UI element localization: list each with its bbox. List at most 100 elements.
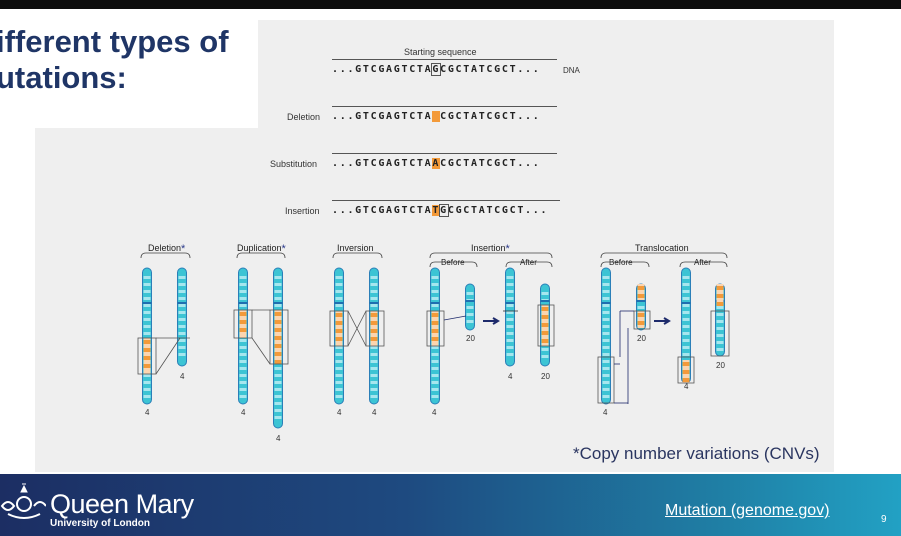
chromosome-band xyxy=(682,311,690,314)
chromosome-band xyxy=(274,388,282,391)
arrow-icon xyxy=(654,317,671,325)
chromosome-band xyxy=(178,297,186,300)
chromosome-band xyxy=(370,367,378,370)
chromosome-band xyxy=(335,346,343,349)
highlight-box xyxy=(137,337,157,375)
altered-band xyxy=(541,331,549,335)
chromosome-band xyxy=(682,346,690,349)
sequence-rule xyxy=(332,153,557,154)
chromosome-band xyxy=(274,416,282,419)
seq-inserted-base: T xyxy=(432,205,441,216)
chromosome-band xyxy=(716,306,724,309)
chromosome-band xyxy=(602,304,610,307)
group-title-insertion: Insertion* xyxy=(471,243,510,255)
chromosome-band xyxy=(602,339,610,342)
centromere xyxy=(334,302,344,304)
slide-footer: Queen Mary University of London Mutation… xyxy=(0,474,901,536)
chromosome-band xyxy=(716,327,724,330)
source-link[interactable]: Mutation (genome.gov) xyxy=(665,502,830,519)
chromosome-band xyxy=(506,339,514,342)
chromosome-band xyxy=(466,320,474,323)
altered-band xyxy=(682,362,690,366)
chromosome-band xyxy=(602,395,610,398)
substitution-sequence: ...GTCGAGTCTAACGCTATCGCT... xyxy=(332,158,540,169)
logo-name: Queen Mary xyxy=(50,489,194,519)
chromosome-band xyxy=(682,332,690,335)
altered-band xyxy=(274,328,282,332)
chromosome-band xyxy=(178,318,186,321)
chromosome-band xyxy=(602,283,610,286)
chromosome-band xyxy=(370,381,378,384)
altered-band xyxy=(682,370,690,374)
altered-band xyxy=(431,337,439,341)
chromosome-band xyxy=(178,332,186,335)
altered-band xyxy=(274,320,282,324)
chromosome-band xyxy=(506,297,514,300)
seq-marked-base: G xyxy=(431,63,442,76)
chromosome-band xyxy=(178,325,186,328)
altered-band xyxy=(335,321,343,325)
centromere xyxy=(540,300,550,302)
chromosome-band xyxy=(143,388,151,391)
chromosome-band xyxy=(239,346,247,349)
chromosome-band xyxy=(541,348,549,351)
chromosome-band xyxy=(335,283,343,286)
substitution-row-label: Substitution xyxy=(270,159,318,169)
group-title-text: Deletion xyxy=(148,243,182,253)
chromosome-number: 4 xyxy=(603,408,608,417)
chromosome-band xyxy=(431,374,439,377)
centromere xyxy=(142,302,152,304)
highlight-box xyxy=(365,310,385,347)
chromosome-band xyxy=(716,334,724,337)
chromosome-band xyxy=(143,325,151,328)
chromosome-band xyxy=(178,346,186,349)
chromosome-band xyxy=(370,395,378,398)
group-brace xyxy=(236,252,286,259)
chromosome-band xyxy=(602,360,610,363)
altered-band xyxy=(682,378,690,382)
chromosome-band xyxy=(602,290,610,293)
chromosome-band xyxy=(431,381,439,384)
chromosome-band xyxy=(143,304,151,307)
chromosome-number: 4 xyxy=(337,408,342,417)
chromosome-band xyxy=(239,381,247,384)
chromosome-number: 4 xyxy=(276,434,281,443)
seq-suffix: CGCTATCGCT... xyxy=(447,205,549,216)
chromosome-band xyxy=(143,283,151,286)
chromosome-band xyxy=(335,276,343,279)
chromosome-band xyxy=(506,332,514,335)
altered-band xyxy=(274,312,282,316)
highlight-box xyxy=(233,309,253,339)
chromosome-band xyxy=(682,283,690,286)
chromosome-number: 4 xyxy=(432,408,437,417)
sequence-rule xyxy=(332,59,557,60)
highlight-box xyxy=(677,356,695,384)
chromosome-band xyxy=(602,276,610,279)
chromosome-band xyxy=(178,276,186,279)
chromosome-band xyxy=(431,304,439,307)
connector-line xyxy=(347,310,367,347)
chromosome-band xyxy=(506,290,514,293)
chromosome-band xyxy=(335,290,343,293)
chromosome-band xyxy=(506,318,514,321)
seq-suffix: CGCTATCGCT... xyxy=(440,64,541,75)
seq-prefix: ...GTCGAGTCTA xyxy=(332,111,433,122)
group-title-text: Insertion xyxy=(471,243,506,253)
altered-band xyxy=(431,321,439,325)
chromosome-number: 4 xyxy=(145,408,150,417)
chromosome-band xyxy=(274,297,282,300)
chromosome-band xyxy=(506,346,514,349)
chromosome-band xyxy=(682,318,690,321)
chromosome-band xyxy=(370,297,378,300)
group-brace xyxy=(140,252,191,259)
group-brace xyxy=(600,252,728,259)
chromosome-band xyxy=(602,367,610,370)
altered-segment xyxy=(431,311,439,346)
centromere xyxy=(273,302,283,304)
chromosome-band xyxy=(431,346,439,349)
centromere xyxy=(177,302,187,304)
chromosome-band xyxy=(239,297,247,300)
chromosome-band xyxy=(178,290,186,293)
chromosome-band xyxy=(335,381,343,384)
centromere xyxy=(465,300,475,302)
